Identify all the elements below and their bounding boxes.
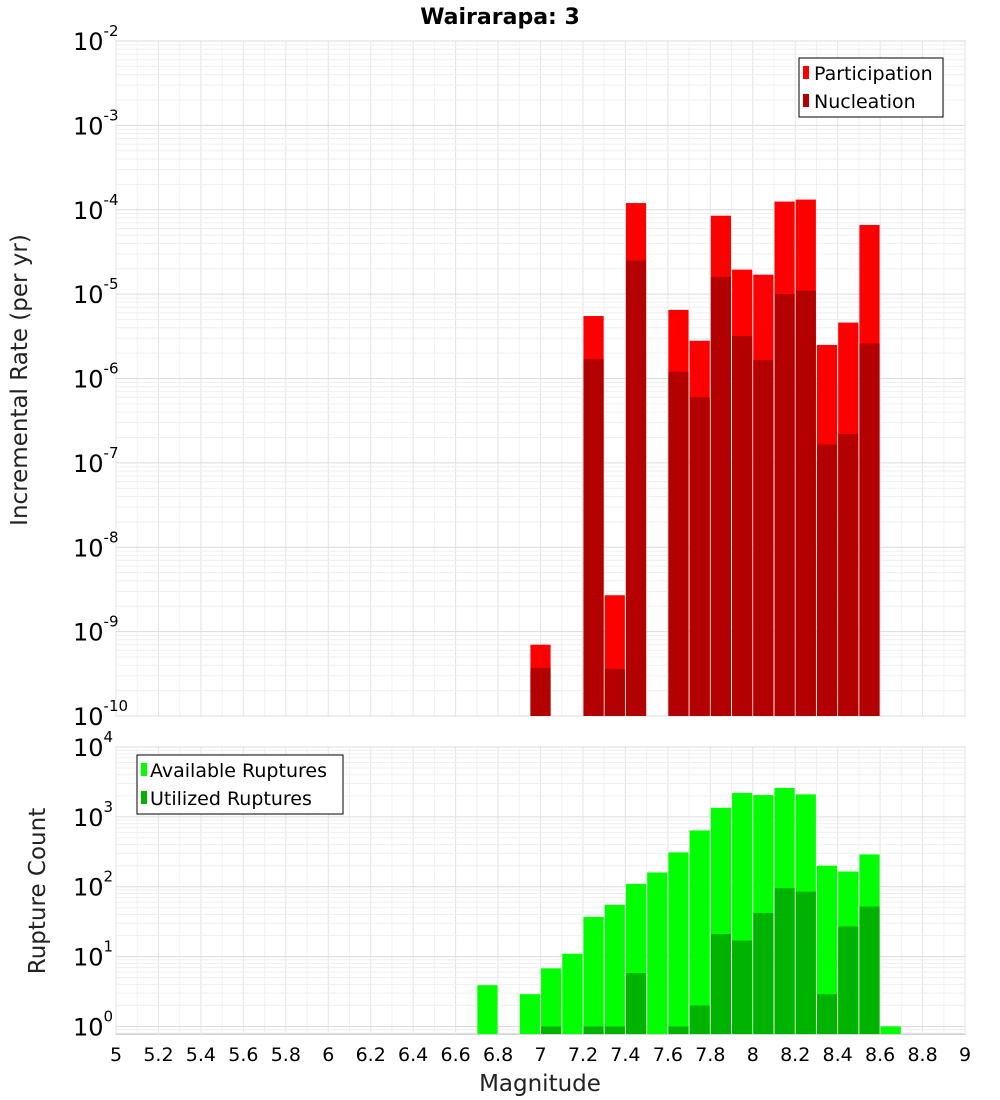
x-tick-label: 6 (322, 1044, 334, 1066)
bottom-bar-available-ruptures (519, 994, 540, 1034)
x-tick-label: 5.8 (271, 1044, 301, 1066)
bottom-bar-available-ruptures (816, 865, 838, 1034)
bottom-y-tick-label: 100 (73, 1007, 113, 1041)
top-bar-nucleation (530, 668, 551, 716)
top-bar-nucleation (668, 371, 689, 716)
bottom-bar-utilized-ruptures (541, 1026, 562, 1034)
x-tick-label: 8.8 (907, 1044, 937, 1066)
x-tick-labels: 5 5.2 5.4 5.6 5.8 6 6.2 6.4 6.6 6.8 7 7.2 7.4 7.6 7.8 8… (110, 1044, 971, 1066)
x-tick-label: 7 (534, 1044, 546, 1066)
top-bar-nucleation (795, 290, 816, 716)
x-tick-label: 7.8 (695, 1044, 725, 1066)
bottom-bars (477, 787, 901, 1034)
bottom-y-tick-labels: 100 101 102 103 104 (73, 728, 113, 1041)
bottom-y-tick-label: 102 (73, 868, 113, 902)
bottom-y-tick-label: 101 (73, 938, 113, 972)
bottom-bar-available-ruptures (880, 1026, 901, 1034)
bottom-y-axis-label: Rupture Count (25, 808, 51, 974)
top-bar-nucleation (625, 260, 647, 716)
bottom-bar-available-ruptures (541, 968, 562, 1034)
top-bar-nucleation (604, 669, 625, 716)
top-y-tick-label: 10-2 (73, 22, 119, 56)
bottom-bar-available-ruptures (604, 904, 625, 1034)
bottom-y-tick-label: 104 (73, 728, 113, 762)
top-y-tick-labels: 10-10 10-9 10-8 10-7 10-6 10-5 10-4 10-3 10-2 (73, 22, 128, 731)
top-y-tick-label: 10-7 (73, 444, 119, 478)
x-tick-label: 5.2 (143, 1044, 173, 1066)
top-bar-nucleation (774, 294, 795, 716)
bottom-grid (115, 746, 966, 1034)
top-y-tick-label: 10-5 (73, 275, 119, 309)
top-bar-nucleation (689, 397, 710, 716)
bottom-bar-utilized-ruptures (732, 940, 753, 1034)
x-tick-label: 7.6 (653, 1044, 683, 1066)
bottom-bar-available-ruptures (668, 852, 689, 1034)
x-tick-label: 5 (110, 1044, 122, 1066)
legend-label-participation: Participation (814, 63, 933, 85)
bottom-y-tick-label: 103 (73, 798, 113, 832)
top-bar-nucleation (859, 343, 880, 716)
x-tick-label: 9 (959, 1044, 971, 1066)
top-bar-nucleation (710, 276, 731, 716)
top-bars (530, 199, 880, 717)
top-y-tick-label: 10-4 (73, 191, 119, 225)
bottom-bar-utilized-ruptures (710, 934, 731, 1034)
bottom-bar-utilized-ruptures (838, 926, 859, 1034)
x-tick-label: 5.4 (186, 1044, 216, 1066)
x-tick-label: 8 (747, 1044, 759, 1066)
bottom-bar-utilized-ruptures (859, 906, 880, 1034)
x-tick-label: 7.4 (610, 1044, 640, 1066)
bottom-bar-utilized-ruptures (689, 1005, 710, 1034)
bottom-bar-available-ruptures (689, 830, 710, 1034)
bottom-legend-box (136, 754, 344, 815)
x-tick-label: 8.4 (823, 1044, 853, 1066)
top-y-tick-label: 10-10 (73, 697, 128, 731)
legend-swatch-nucleation (803, 94, 809, 107)
bottom-bar-utilized-ruptures (753, 913, 774, 1034)
bottom-bar-utilized-ruptures (668, 1026, 689, 1034)
x-tick-label: 8.6 (865, 1044, 895, 1066)
x-tick-label: 6.8 (483, 1044, 513, 1066)
x-tick-label: 6.4 (398, 1044, 428, 1066)
top-y-tick-label: 10-6 (73, 360, 119, 394)
bottom-bar-utilized-ruptures (625, 973, 647, 1034)
top-bar-nucleation (753, 360, 774, 716)
top-y-tick-label: 10-8 (73, 528, 119, 562)
legend-label-available: Available Ruptures (150, 760, 327, 782)
top-legend: Participation Nucleation (798, 57, 944, 118)
x-tick-label: 6.2 (356, 1044, 386, 1066)
bottom-bar-available-ruptures (477, 985, 498, 1034)
bottom-bar-utilized-ruptures (604, 1026, 625, 1034)
x-tick-label: 8.2 (780, 1044, 810, 1066)
legend-swatch-available (141, 763, 147, 776)
x-axis-label: Magnitude (479, 1071, 601, 1097)
bottom-bar-utilized-ruptures (583, 1026, 604, 1034)
bottom-legend: Available Ruptures Utilized Ruptures (136, 754, 344, 815)
legend-label-utilized: Utilized Ruptures (150, 788, 312, 810)
top-grid (115, 40, 966, 717)
chart-title: Wairarapa: 3 (420, 5, 580, 30)
x-tick-label: 5.6 (228, 1044, 258, 1066)
x-tick-label: 7.2 (568, 1044, 598, 1066)
bottom-bar-utilized-ruptures (795, 891, 816, 1034)
legend-label-nucleation: Nucleation (814, 91, 916, 113)
bottom-bar-available-ruptures (562, 953, 583, 1034)
top-y-axis-label: Incremental Rate (per yr) (7, 234, 33, 526)
bottom-bar-utilized-ruptures (816, 994, 838, 1034)
x-tick-label: 6.6 (440, 1044, 470, 1066)
top-y-tick-label: 10-9 (73, 613, 119, 647)
top-bar-nucleation (838, 433, 859, 716)
legend-swatch-participation (803, 66, 809, 79)
top-bar-nucleation (732, 335, 753, 716)
bottom-bar-utilized-ruptures (774, 888, 795, 1034)
bottom-bar-available-ruptures (583, 916, 604, 1034)
top-legend-box (798, 57, 944, 118)
top-bar-nucleation (816, 444, 838, 716)
legend-swatch-utilized (141, 791, 147, 804)
top-y-tick-label: 10-3 (73, 106, 119, 140)
top-bar-nucleation (583, 359, 604, 716)
bottom-bar-available-ruptures (647, 872, 668, 1034)
